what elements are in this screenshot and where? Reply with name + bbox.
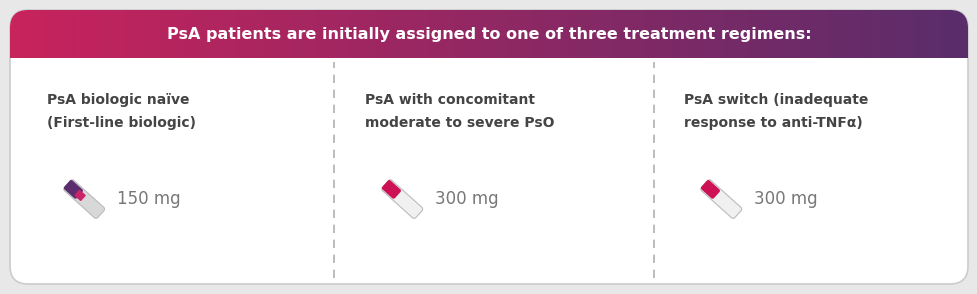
Text: PsA switch (inadequate: PsA switch (inadequate (684, 93, 868, 107)
Text: 300 mg: 300 mg (753, 190, 817, 208)
Text: (First-line biologic): (First-line biologic) (47, 116, 196, 130)
FancyBboxPatch shape (701, 180, 719, 199)
FancyBboxPatch shape (10, 10, 967, 284)
FancyBboxPatch shape (64, 180, 83, 199)
FancyBboxPatch shape (381, 180, 422, 218)
FancyBboxPatch shape (64, 180, 105, 218)
Text: 150 mg: 150 mg (117, 190, 181, 208)
Text: PsA with concomitant: PsA with concomitant (364, 93, 534, 107)
Bar (10, 40, 967, 58)
FancyBboxPatch shape (74, 190, 86, 201)
Text: PsA biologic naïve: PsA biologic naïve (47, 93, 190, 107)
Text: response to anti-TNFα): response to anti-TNFα) (684, 116, 862, 130)
Text: PsA patients are initially assigned to one of three treatment regimens:: PsA patients are initially assigned to o… (166, 26, 811, 41)
Text: moderate to severe PsO: moderate to severe PsO (364, 116, 554, 130)
FancyBboxPatch shape (381, 180, 401, 199)
FancyBboxPatch shape (700, 180, 741, 218)
Text: 300 mg: 300 mg (435, 190, 498, 208)
